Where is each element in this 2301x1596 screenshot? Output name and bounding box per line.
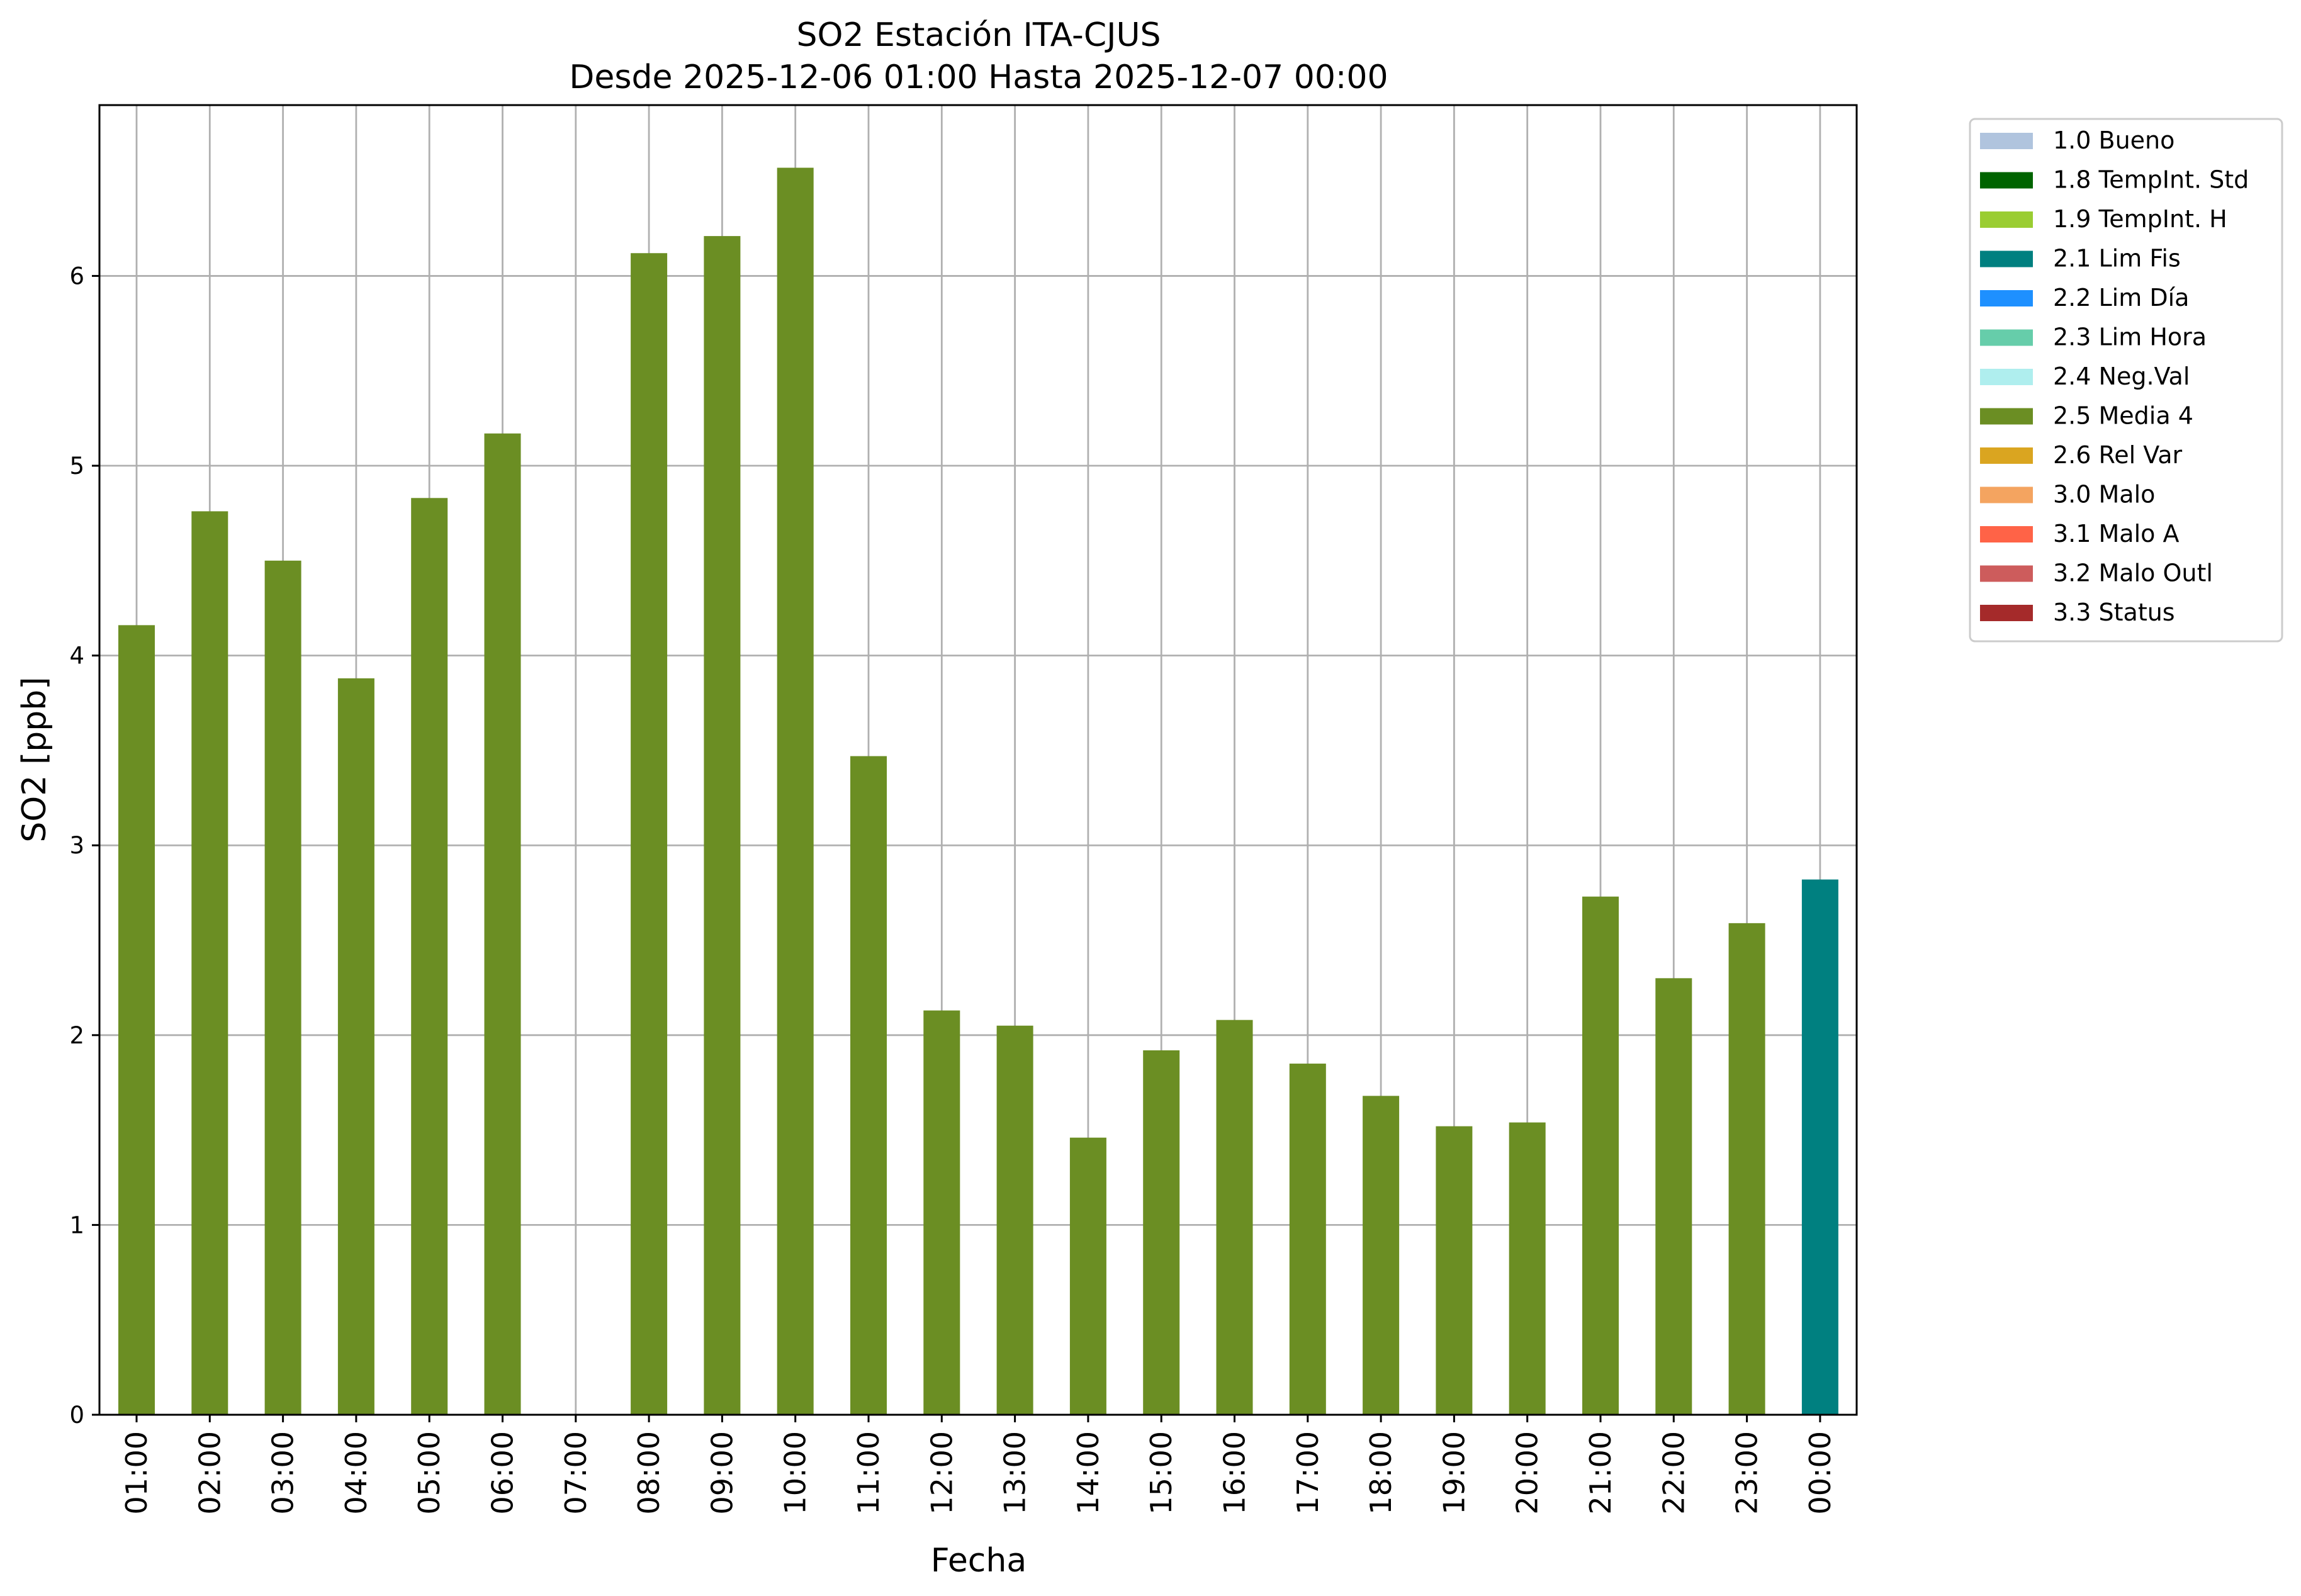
x-tick-label: 22:00 (1657, 1431, 1691, 1515)
bar-1400 (1069, 1137, 1106, 1415)
y-tick-label: 1 (69, 1211, 84, 1239)
bars (118, 167, 1838, 1415)
legend-swatch (1980, 329, 2033, 346)
x-tick-label: 04:00 (339, 1431, 373, 1515)
x-tick-label: 12:00 (925, 1431, 959, 1515)
bar-0000 (1801, 879, 1838, 1415)
y-tick-label: 5 (69, 452, 84, 480)
y-tick-label: 2 (69, 1022, 84, 1049)
y-tick-label: 0 (69, 1402, 84, 1429)
legend-label: 3.0 Malo (2053, 481, 2155, 509)
legend-label: 1.9 TempInt. H (2053, 205, 2227, 233)
bar-0200 (191, 511, 228, 1415)
legend-swatch (1980, 526, 2033, 542)
legend-swatch (1980, 565, 2033, 582)
bar-1300 (996, 1025, 1033, 1415)
x-tick-label: 15:00 (1144, 1431, 1178, 1515)
x-tick-label: 10:00 (779, 1431, 813, 1515)
chart-subtitle: Desde 2025-12-06 01:00 Hasta 2025-12-07 … (569, 59, 1388, 96)
x-tick-label: 11:00 (852, 1431, 886, 1515)
y-tick-label: 6 (69, 262, 84, 289)
bar-0600 (484, 433, 521, 1415)
legend: 1.0 Bueno 1.8 TempInt. Std 1.9 TempInt. H 2… (1969, 118, 2283, 643)
bar-1700 (1289, 1064, 1326, 1415)
bar-1900 (1436, 1126, 1473, 1415)
legend-label: 1.8 TempInt. Std (2053, 166, 2249, 194)
legend-swatch (1980, 408, 2033, 425)
bar-0100 (118, 625, 155, 1415)
legend-label: 2.1 Lim Fis (2053, 245, 2181, 273)
x-tick-label: 03:00 (266, 1431, 300, 1515)
bar-1600 (1216, 1020, 1253, 1415)
x-tick-label: 18:00 (1364, 1431, 1398, 1515)
bar-0500 (411, 498, 448, 1415)
x-tick-label: 19:00 (1437, 1431, 1471, 1515)
x-tick-label: 17:00 (1291, 1431, 1325, 1515)
legend-swatch (1980, 290, 2033, 306)
legend-label: 1.0 Bueno (2053, 126, 2174, 154)
bar-1100 (850, 756, 887, 1415)
x-tick-label: 16:00 (1218, 1431, 1252, 1515)
x-tick-label: 00:00 (1803, 1431, 1837, 1515)
bar-1200 (923, 1010, 960, 1415)
x-tick-label: 02:00 (193, 1431, 227, 1515)
x-tick-label: 14:00 (1071, 1431, 1105, 1515)
bar-1800 (1363, 1096, 1400, 1415)
bar-2100 (1582, 896, 1619, 1415)
x-tick-label: 13:00 (998, 1431, 1032, 1515)
y-axis-ticks: 0 1 2 3 4 5 6 (69, 262, 99, 1429)
legend-label: 2.2 Lim Día (2053, 284, 2189, 312)
legend-swatch (1980, 605, 2033, 621)
legend-label: 2.3 Lim Hora (2053, 323, 2207, 351)
legend-swatch (1980, 447, 2033, 464)
bar-2300 (1728, 923, 1765, 1415)
bar-0300 (264, 560, 301, 1415)
y-tick-label: 4 (69, 643, 84, 670)
bar-1000 (777, 167, 814, 1415)
x-tick-label: 07:00 (559, 1431, 593, 1515)
x-tick-label: 23:00 (1730, 1431, 1764, 1515)
x-tick-label: 05:00 (412, 1431, 446, 1515)
legend-swatch (1980, 250, 2033, 267)
legend-swatch (1980, 211, 2033, 228)
x-tick-label: 09:00 (705, 1431, 739, 1515)
bar-2000 (1509, 1122, 1546, 1415)
legend-label: 3.2 Malo Outl (2053, 559, 2213, 587)
x-axis-label: Fecha (931, 1542, 1027, 1580)
legend-swatch (1980, 133, 2033, 149)
legend-swatch (1980, 486, 2033, 503)
legend-swatch (1980, 172, 2033, 189)
legend-label: 2.6 Rel Var (2053, 441, 2183, 469)
legend-label: 3.1 Malo A (2053, 520, 2179, 548)
x-tick-label: 20:00 (1511, 1431, 1544, 1515)
bar-0400 (337, 678, 374, 1415)
x-tick-label: 08:00 (632, 1431, 666, 1515)
plot-frame (98, 104, 1858, 1416)
chart-title: SO2 Estación ITA-CJUS (796, 16, 1161, 54)
bar-1500 (1143, 1050, 1180, 1415)
legend-frame (1969, 118, 2283, 643)
x-axis-ticks: 01:00 02:00 03:00 04:00 05:00 06:00 07:00 08:00… (120, 1415, 1837, 1515)
x-tick-label: 06:00 (486, 1431, 520, 1515)
y-tick-label: 3 (69, 832, 84, 859)
x-tick-label: 01:00 (120, 1431, 154, 1515)
bar-2200 (1655, 978, 1692, 1415)
legend-swatch (1980, 369, 2033, 385)
y-axis-label: SO2 [ppb] (16, 677, 53, 842)
x-tick-label: 21:00 (1584, 1431, 1617, 1515)
bar-0900 (704, 236, 741, 1415)
legend-label: 2.4 Neg.Val (2053, 362, 2190, 390)
legend-label: 3.3 Status (2053, 598, 2175, 626)
legend-label: 2.5 Media 4 (2053, 402, 2193, 430)
bar-0800 (631, 253, 668, 1415)
